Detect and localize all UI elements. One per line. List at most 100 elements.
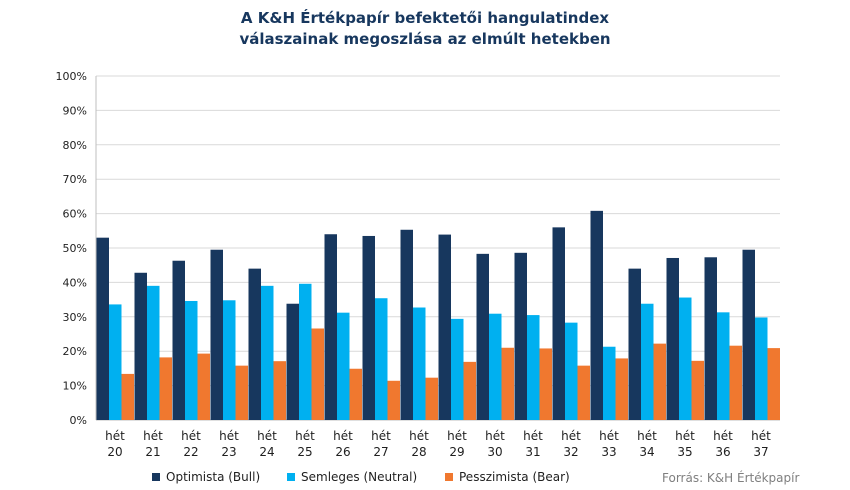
chart-title-line-2: válaszainak megoszlása az elmúlt hetekbe…	[239, 30, 611, 48]
x-tick-label: hét	[713, 429, 733, 443]
x-tick-label: 27	[373, 445, 388, 459]
x-tick-label: 33	[601, 445, 616, 459]
bar-bear	[539, 348, 552, 420]
x-tick-label: 35	[677, 445, 692, 459]
bar-bull	[704, 257, 717, 420]
x-tick-label: hét	[675, 429, 695, 443]
legend: Optimista (Bull) Semleges (Neutral) Pess…	[0, 470, 850, 488]
bar-bear	[767, 348, 780, 420]
x-tick-label: hét	[751, 429, 771, 443]
bar-bear	[577, 365, 590, 420]
legend-swatch-bear	[445, 473, 453, 481]
bar-neutral	[299, 283, 312, 420]
bar-bear	[235, 365, 248, 420]
bar-neutral	[603, 346, 616, 420]
x-tick-label: hét	[637, 429, 657, 443]
x-tick-label: 31	[525, 445, 540, 459]
bar-bear	[159, 357, 172, 420]
bar-bull	[438, 234, 451, 420]
bar-bull	[96, 237, 109, 420]
bar-bull	[514, 252, 527, 420]
x-tick-label: hét	[371, 429, 391, 443]
bar-neutral	[527, 315, 540, 420]
y-tick-label: 20%	[63, 345, 87, 358]
legend-item-bear: Pesszimista (Bear)	[445, 470, 570, 484]
y-tick-label: 60%	[63, 208, 87, 221]
x-tick-label: hét	[181, 429, 201, 443]
bar-bear	[197, 353, 210, 420]
bar-bull	[248, 268, 261, 420]
legend-label-bear: Pesszimista (Bear)	[459, 470, 570, 484]
bar-bull	[172, 260, 185, 420]
x-tick-label: 29	[449, 445, 464, 459]
x-tick-label: 22	[183, 445, 198, 459]
bar-neutral	[679, 297, 692, 420]
bar-neutral	[109, 304, 122, 420]
y-tick-label: 50%	[63, 242, 87, 255]
chart-title-line-1: A K&H Értékpapír befektetői hangulatinde…	[240, 9, 610, 27]
x-tick-label: hét	[447, 429, 467, 443]
bar-bull	[324, 234, 337, 420]
chart-title: A K&H Értékpapír befektetői hangulatinde…	[0, 8, 850, 50]
y-tick-label: 100%	[56, 70, 87, 83]
x-tick-label: 26	[335, 445, 350, 459]
bar-bull	[362, 235, 375, 420]
bar-bull	[400, 229, 413, 420]
x-tick-label: 37	[753, 445, 768, 459]
bar-bear	[311, 328, 324, 420]
x-tick-label: hét	[105, 429, 125, 443]
bar-neutral	[489, 313, 502, 420]
bar-bear	[729, 345, 742, 420]
y-tick-label: 0%	[70, 414, 87, 427]
bar-chart: 0% 10% 20% 30% 40% 50% 60% 70% 80% 90% 100% hét 20 hé…	[56, 70, 780, 459]
x-tick-label: 24	[259, 445, 274, 459]
x-tick-label: hét	[333, 429, 353, 443]
x-tick-label: 36	[715, 445, 730, 459]
bar-neutral	[641, 303, 654, 420]
x-tick-label: 23	[221, 445, 236, 459]
bar-bull	[552, 227, 565, 420]
y-tick-label: 90%	[63, 104, 87, 117]
bar-neutral	[565, 322, 578, 420]
bar-neutral	[185, 300, 198, 420]
x-tick-label: hét	[599, 429, 619, 443]
legend-label-bull: Optimista (Bull)	[166, 470, 261, 484]
y-tick-label: 10%	[63, 380, 87, 393]
bar-bear	[501, 347, 514, 420]
legend-swatch-neutral	[287, 473, 295, 481]
y-tick-label: 40%	[63, 276, 87, 289]
x-tick-label: hét	[561, 429, 581, 443]
bar-bear	[425, 377, 438, 420]
bar-neutral	[755, 317, 768, 420]
bar-neutral	[261, 285, 274, 420]
bar-bear	[463, 361, 476, 420]
legend-item-neutral: Semleges (Neutral)	[287, 470, 417, 484]
bar-bull	[666, 257, 679, 420]
bar-bull	[286, 303, 299, 420]
bar-bear	[653, 343, 666, 420]
x-tick-label: hét	[409, 429, 429, 443]
y-tick-label: 80%	[63, 139, 87, 152]
x-tick-label: hét	[143, 429, 163, 443]
x-tick-label: 20	[107, 445, 122, 459]
y-tick-label: 70%	[63, 173, 87, 186]
x-tick-label: 30	[487, 445, 502, 459]
y-tick-label: 30%	[63, 311, 87, 324]
bar-bull	[134, 272, 147, 420]
bar-neutral	[337, 312, 350, 420]
bar-bear	[387, 380, 400, 420]
bar-bear	[691, 360, 704, 420]
bar-neutral	[147, 285, 160, 420]
legend-item-bull: Optimista (Bull)	[152, 470, 260, 484]
bar-bear	[273, 361, 286, 420]
bar-bull	[210, 249, 223, 420]
x-tick-label: 32	[563, 445, 578, 459]
bar-bull	[590, 210, 603, 420]
x-tick-label: hét	[523, 429, 543, 443]
x-tick-label: hét	[257, 429, 277, 443]
bar-bear	[615, 358, 628, 420]
bar-neutral	[717, 312, 730, 420]
x-tick-label: hét	[219, 429, 239, 443]
legend-swatch-bull	[152, 473, 160, 481]
bar-bear	[121, 373, 134, 420]
